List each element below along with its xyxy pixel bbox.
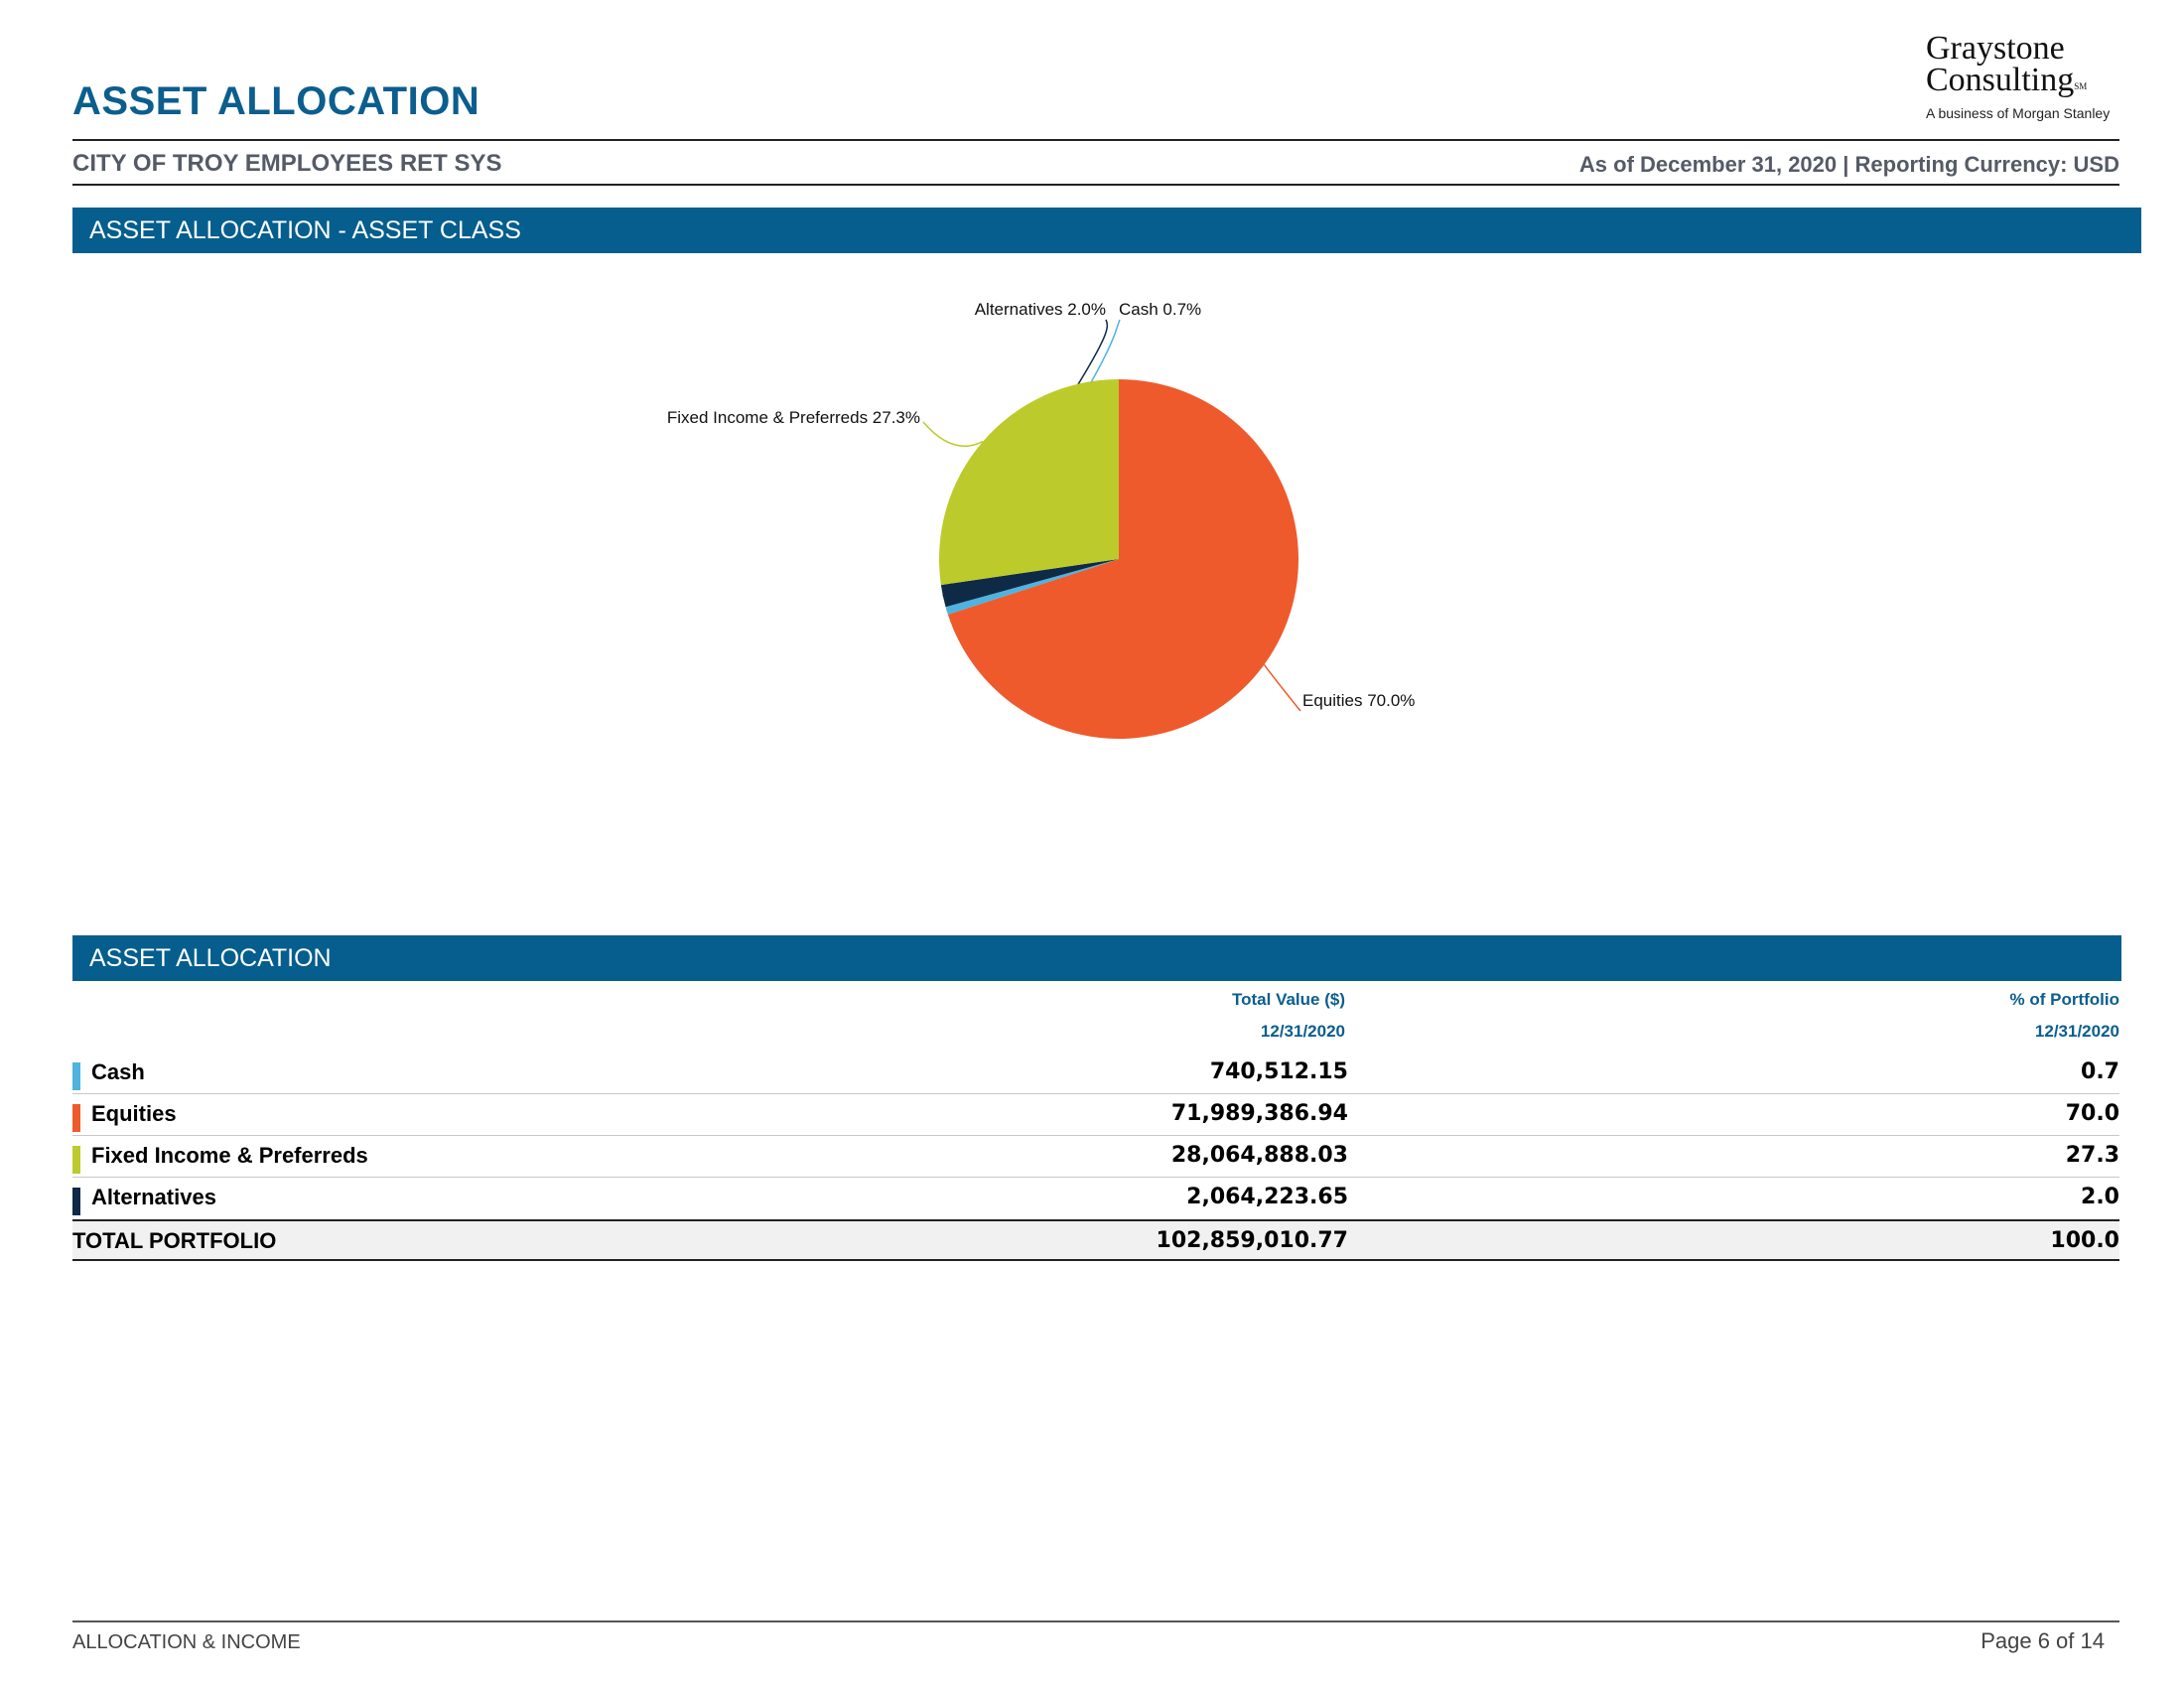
row-pct-portfolio: 70.0 <box>2065 1101 2119 1126</box>
logo-line2: ConsultingSM <box>1926 64 2087 97</box>
total-portfolio-row: TOTAL PORTFOLIO 102,859,010.77 100.0 <box>72 1219 2119 1261</box>
row-pct-portfolio: 27.3 <box>2065 1143 2119 1168</box>
slice-label: Cash 0.7% <box>1119 300 1201 319</box>
pie-slice-fixed-income-preferreds <box>939 379 1119 586</box>
total-value: 102,859,010.77 <box>1156 1228 1348 1253</box>
slice-label: Alternatives 2.0% <box>975 300 1106 319</box>
row-total-value: 71,989,386.94 <box>1170 1101 1348 1126</box>
logo-line1: Graystone <box>1926 30 2065 67</box>
asset-class-pie-chart: Equities 70.0% Cash 0.7% Alternatives 2.0%… <box>667 300 1415 739</box>
row-pct-portfolio: 2.0 <box>2081 1185 2119 1209</box>
footer-section-name: ALLOCATION & INCOME <box>72 1631 301 1653</box>
row-pct-portfolio: 0.7 <box>2081 1059 2119 1084</box>
row-label: Cash <box>91 1059 145 1084</box>
row-total-value: 2,064,223.65 <box>1186 1185 1348 1209</box>
table-row: Alternatives 2,064,223.65 2.0 <box>72 1178 2119 1219</box>
header-top-rule <box>72 139 2119 141</box>
section-band-asset-allocation: ASSET ALLOCATION <box>72 935 2121 981</box>
col-header-pct-portfolio: % of Portfolio <box>2009 990 2119 1009</box>
slice-label: Equities 70.0% <box>1302 691 1415 710</box>
leader-line <box>922 421 984 448</box>
pie-slice-alternatives <box>940 559 1119 608</box>
col-header-pct-portfolio-date: 12/31/2020 <box>2034 1022 2119 1041</box>
total-pct: 100.0 <box>2050 1228 2119 1253</box>
pie-slice-cash <box>945 559 1119 615</box>
as-of-date: As of December 31, 2020 | Reporting Curr… <box>1578 152 2119 177</box>
row-total-value: 740,512.15 <box>1209 1059 1348 1084</box>
row-color-swatch <box>72 1104 80 1132</box>
total-label: TOTAL PORTFOLIO <box>72 1228 277 1253</box>
row-label: Fixed Income & Preferreds <box>91 1143 368 1168</box>
row-color-swatch <box>72 1188 80 1215</box>
logo-tagline: A business of Morgan Stanley <box>1926 105 2111 121</box>
page-title: ASSET ALLOCATION <box>72 79 480 123</box>
logo-service-mark: SM <box>2074 81 2088 91</box>
header-bottom-rule <box>72 184 2119 186</box>
row-color-swatch <box>72 1146 80 1174</box>
col-header-total-value: Total Value ($) <box>1232 990 1345 1009</box>
leader-line <box>1263 663 1301 712</box>
table-row: Cash 740,512.15 0.7 <box>72 1053 2119 1094</box>
client-name: CITY OF TROY EMPLOYEES RET SYS <box>72 150 502 177</box>
row-label: Equities <box>91 1101 177 1126</box>
table-row: Fixed Income & Preferreds 28,064,888.03 … <box>72 1136 2119 1178</box>
row-total-value: 28,064,888.03 <box>1170 1143 1348 1168</box>
row-color-swatch <box>72 1062 80 1090</box>
col-header-total-value-date: 12/31/2020 <box>1260 1022 1345 1041</box>
slice-label: Fixed Income & Preferreds 27.3% <box>667 408 920 427</box>
footer-rule <box>72 1620 2119 1622</box>
graystone-logo: Graystone ConsultingSM A business of Mor… <box>1886 28 2115 127</box>
row-label: Alternatives <box>91 1185 216 1209</box>
section-band-asset-class: ASSET ALLOCATION - ASSET CLASS <box>72 208 2141 253</box>
logo-line2-text: Consulting <box>1926 62 2075 98</box>
pie-slice-equities <box>947 379 1299 739</box>
table-row: Equities 71,989,386.94 70.0 <box>72 1094 2119 1136</box>
page-number: Page 6 of 14 <box>1980 1628 2105 1653</box>
